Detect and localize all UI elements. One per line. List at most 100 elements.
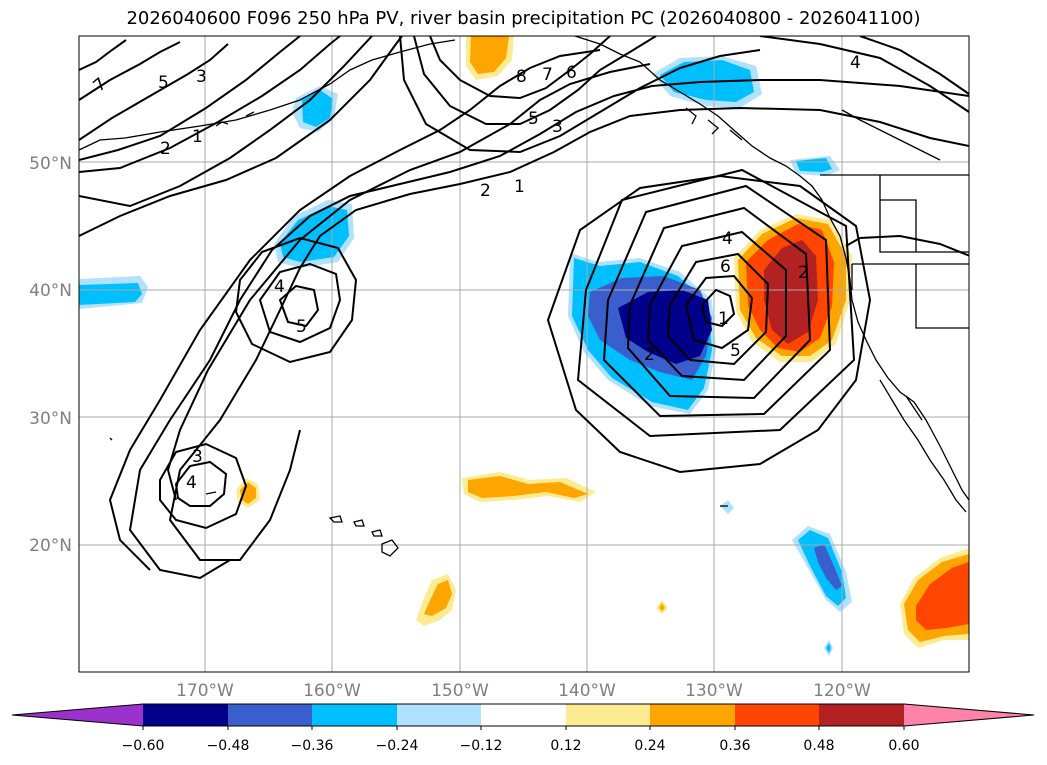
colorbar-label: −0.60 [122,738,165,754]
map-line [174,460,228,507]
map-line [429,36,611,100]
lon-ticks: 170°W 160°W 150°W 140°W 130°W 120°W [176,681,871,701]
map-line [109,437,113,441]
lon-tick-label: 170°W [176,681,234,701]
lat-tick-label: 40°N [29,281,72,301]
contour-label: 3 [552,117,563,137]
precip-shade-region [468,476,588,498]
lon-tick-label: 130°W [685,681,743,701]
map-line [413,36,657,125]
contour-label: 7 [542,65,553,85]
colorbar-swatch [735,704,819,726]
map-line [328,515,343,523]
map-line [905,395,923,421]
map-line [108,49,601,571]
pv-contours [79,36,969,580]
lat-tick-label: 30°N [29,409,72,429]
contour-label: 2 [644,345,655,365]
map-line [353,519,365,527]
colorbar-label: 0.24 [634,738,665,754]
map-line [79,36,373,208]
map-line [79,36,341,173]
colorbar: −0.60 −0.48 −0.36 −0.24 −0.12 0.12 0.24 … [11,703,1035,754]
map-line [166,63,651,501]
lat-ticks: 50°N 40°N 30°N 20°N [29,154,72,556]
map-line [707,119,719,135]
map-line [79,43,229,141]
contour-label: 2 [160,139,171,159]
lon-tick-label: 160°W [303,681,361,701]
precip-shade-region [826,643,831,653]
precip-shade-region [659,603,665,611]
map-line [684,274,754,350]
map-line [245,111,255,117]
colorbar-label: 0.48 [803,738,834,754]
map-line [646,230,787,382]
map-line [234,236,358,364]
precip-shade-region [764,240,818,344]
map-line [205,491,217,495]
lat-tick-label: 20°N [29,536,72,556]
map-line [666,252,770,366]
map-line [278,284,320,328]
contour-label: 6 [720,257,731,277]
colorbar-label: 0.12 [550,738,581,754]
colorbar-swatch [312,704,397,726]
map-line [546,174,872,474]
colorbar-label: −0.48 [207,738,250,754]
contour-label: 4 [722,229,733,249]
precip-shade-region [240,482,256,504]
contour-label: 5 [296,317,307,337]
map-line [859,36,969,95]
map-line [79,36,301,161]
map-line [602,184,832,418]
map-line [626,206,812,400]
precip-shading [79,36,969,656]
contour-label: 1 [718,309,729,329]
precip-shade-region [814,544,842,590]
precip-shade-region [470,36,509,74]
colorbar-label: 0.60 [888,738,919,754]
map-frame [78,35,970,673]
contour-label: 5 [528,109,539,129]
lon-tick-label: 120°W [813,681,871,701]
lon-tick-label: 140°W [558,681,616,701]
contour-label: 4 [186,473,197,493]
precip-shade-region [916,562,969,630]
map-line [381,539,399,557]
map-title: 2026040600 F096 250 hPa PV, river basin … [126,8,921,29]
gridlines [79,36,969,672]
map-line [371,529,383,537]
map-line [159,442,248,530]
colorbar-swatch [143,704,228,726]
map-line [879,379,967,513]
map-line [845,234,969,257]
map-line [79,39,127,71]
map-line [128,79,969,580]
colorbar-swatch [566,704,650,726]
map-line [399,36,761,154]
contour-label: 3 [196,67,207,87]
contour-label: 1 [192,127,203,147]
lat-tick-label: 50°N [29,154,72,174]
map-line [759,36,969,113]
contour-label: 5 [70,119,81,139]
lon-tick-label: 150°W [431,681,489,701]
colorbar-swatch [650,704,735,726]
precip-shade-region [79,283,142,305]
colorbar-extend-high [904,704,1034,726]
colorbar-swatch [228,704,312,726]
contour-label: 8 [516,67,527,87]
map-line [880,199,917,252]
map-line [700,288,736,328]
map-line [879,175,969,253]
map-line [79,36,403,237]
map-line [79,41,181,101]
colorbar-swatch [397,704,481,726]
contour-label: 2 [480,181,491,201]
map-line [258,262,342,344]
colorbar-label: 0.36 [719,738,750,754]
map-line [729,129,743,141]
map-line [168,106,969,561]
